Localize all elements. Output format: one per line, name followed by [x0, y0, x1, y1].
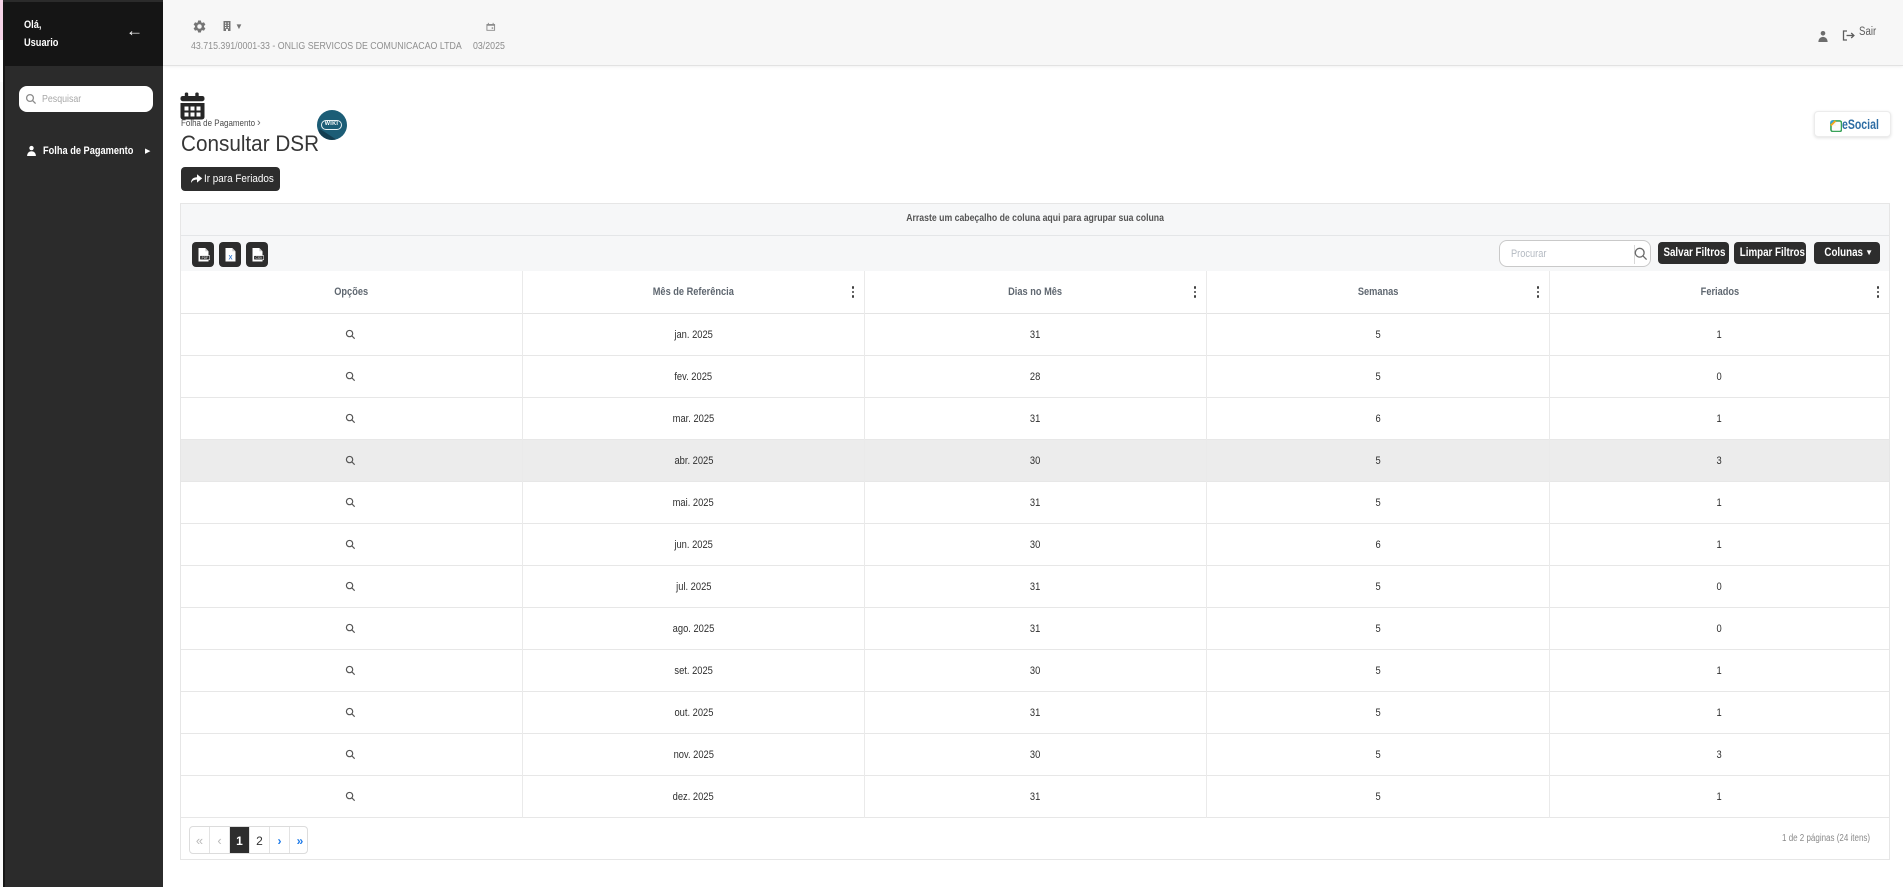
svg-text:X: X	[228, 255, 232, 261]
svg-text:PDF: PDF	[201, 256, 207, 260]
svg-text:CSV: CSV	[255, 256, 262, 260]
